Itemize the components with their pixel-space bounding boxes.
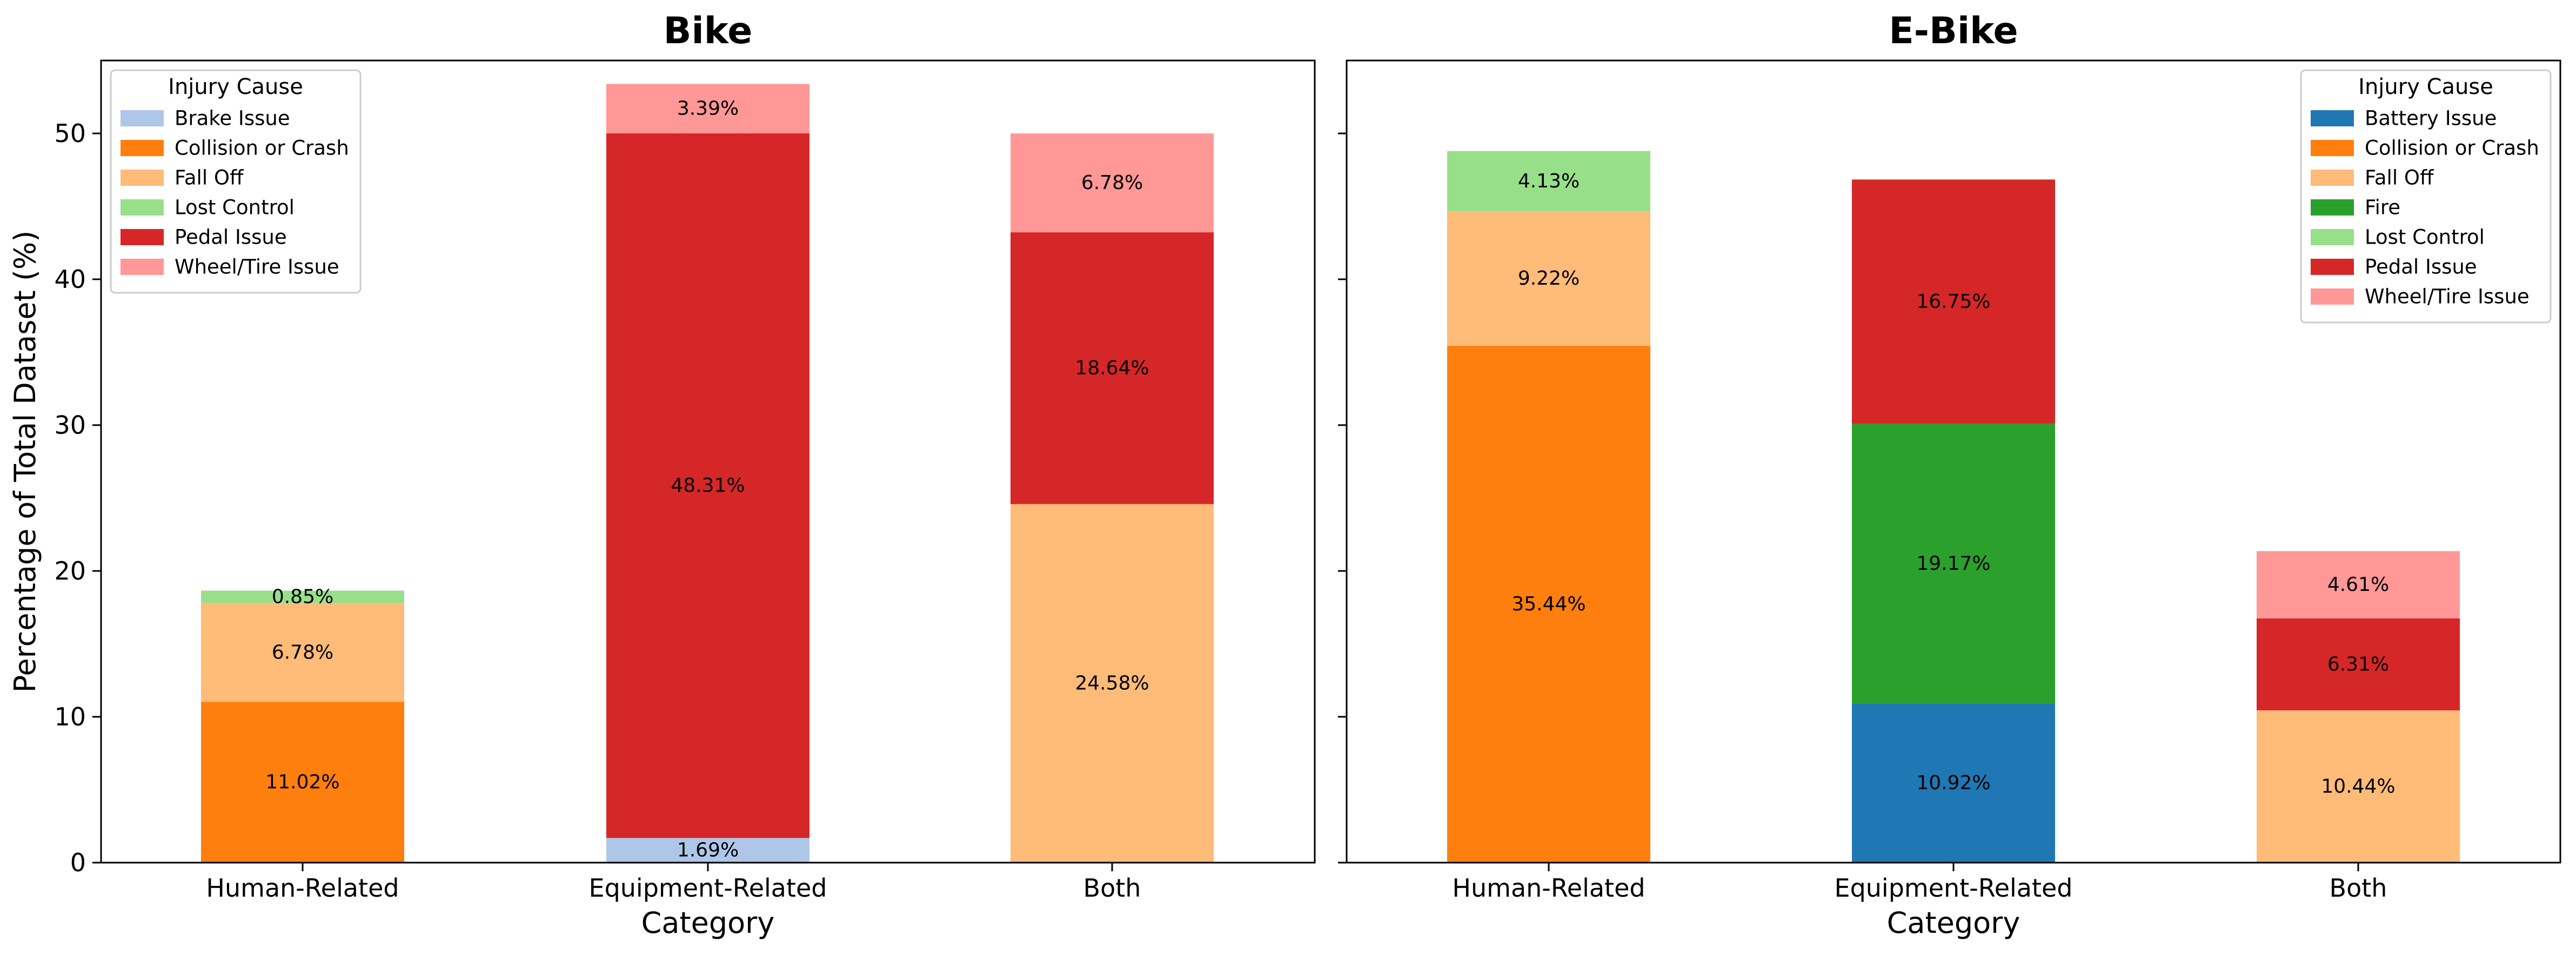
legend-swatch-fall-off	[121, 170, 164, 186]
bar-segment-human-related-lost-control	[201, 590, 404, 603]
data-label-both-wheel-tire-issue: 4.61%	[2327, 574, 2389, 596]
bar-segment-human-related-fall-off	[1447, 211, 1650, 346]
legend-swatch-pedal-issue	[2311, 259, 2354, 275]
legend-title: Injury Cause	[168, 75, 303, 99]
legend-label-fall-off: Fall Off	[2365, 166, 2434, 190]
data-label-human-related-lost-control: 0.85%	[272, 586, 333, 608]
legend-label-lost-control: Lost Control	[2365, 226, 2485, 249]
legend-label-wheel-tire-issue: Wheel/Tire Issue	[2365, 285, 2530, 308]
y-axis-label: Percentage of Total Dataset (%)	[8, 231, 42, 693]
x-tick-label-human-related: Human-Related	[1452, 873, 1645, 903]
bar-segment-equipment-related-pedal-issue	[1852, 179, 2055, 424]
legend-swatch-battery-issue	[2311, 110, 2354, 126]
legend-label-pedal-issue: Pedal Issue	[175, 226, 287, 249]
data-label-equipment-related-brake-issue: 1.69%	[677, 839, 739, 862]
chart-title: E-Bike	[1889, 10, 2018, 52]
data-label-both-fall-off: 24.58%	[1075, 672, 1149, 695]
y-tick-label: 10	[54, 702, 86, 731]
legend-label-fall-off: Fall Off	[175, 166, 244, 190]
data-label-both-pedal-issue: 6.31%	[2327, 653, 2389, 675]
bar-segment-both-pedal-issue	[2257, 618, 2460, 711]
data-label-human-related-collision-or-crash: 35.44%	[1511, 593, 1585, 615]
bar-segment-human-related-collision-or-crash	[201, 702, 404, 863]
legend-swatch-collision-or-crash	[2311, 140, 2354, 156]
data-label-equipment-related-pedal-issue: 48.31%	[671, 475, 745, 497]
bar-segment-human-related-fall-off	[201, 603, 404, 702]
legend-label-collision-or-crash: Collision or Crash	[2365, 137, 2539, 160]
x-tick-label-both: Both	[1083, 873, 1141, 903]
bar-segment-both-pedal-issue	[1011, 232, 1214, 505]
legend-label-collision-or-crash: Collision or Crash	[175, 137, 349, 160]
legend-title: Injury Cause	[2358, 75, 2493, 99]
legend-swatch-fire	[2311, 199, 2354, 216]
legend-label-lost-control: Lost Control	[175, 196, 295, 219]
data-label-human-related-collision-or-crash: 11.02%	[265, 771, 339, 793]
bar-segment-both-wheel-tire-issue	[1011, 133, 1214, 233]
legend: Injury Cause Brake Issue Collision or Cras…	[110, 69, 362, 294]
y-tick-label: 20	[54, 556, 86, 586]
data-label-human-related-fall-off: 9.22%	[1518, 267, 1580, 290]
legend-swatch-brake-issue	[121, 110, 164, 126]
data-label-human-related-lost-control: 4.13%	[1518, 170, 1580, 192]
legend-swatch-wheel-tire-issue	[121, 259, 164, 275]
x-axis-label: Category	[1887, 906, 2020, 940]
bar-segment-equipment-related-fire	[1852, 423, 2055, 704]
legend-swatch-fall-off	[2311, 170, 2354, 186]
legend-box	[2300, 69, 2552, 324]
y-tick-label: 0	[70, 848, 86, 877]
data-label-equipment-related-battery-issue: 10.92%	[1916, 772, 1990, 794]
bar-segment-equipment-related-brake-issue	[606, 838, 809, 863]
legend-swatch-collision-or-crash	[121, 140, 164, 156]
data-label-both-fall-off: 10.44%	[2321, 776, 2395, 798]
y-tick-label: 50	[54, 119, 86, 148]
bar-segment-human-related-collision-or-crash	[1447, 346, 1650, 863]
y-tick-label: 30	[54, 411, 86, 440]
legend-swatch-lost-control	[121, 199, 164, 216]
chart-title: Bike	[664, 10, 753, 52]
x-axis-label: Category	[641, 906, 775, 940]
legend-label-wheel-tire-issue: Wheel/Tire Issue	[175, 255, 339, 279]
data-label-both-wheel-tire-issue: 6.78%	[1081, 172, 1143, 194]
legend-swatch-wheel-tire-issue	[2311, 288, 2354, 305]
legend-label-brake-issue: Brake Issue	[175, 107, 290, 130]
bar-segment-both-wheel-tire-issue	[2257, 551, 2460, 618]
legend: Injury Cause Battery Issue Collision or Cr…	[2300, 69, 2552, 324]
x-tick-label-equipment-related: Equipment-Related	[1835, 873, 2073, 903]
chart-panel-e-bike: E-Bike 35.44% 9.22% 4.13% 10.92% 19.17% 16.75%…	[1338, 10, 2561, 940]
bar-segment-both-fall-off	[2257, 710, 2460, 863]
data-label-human-related-fall-off: 6.78%	[272, 641, 333, 663]
data-label-equipment-related-pedal-issue: 16.75%	[1916, 291, 1990, 313]
legend-label-battery-issue: Battery Issue	[2365, 107, 2497, 130]
x-tick-label-human-related: Human-Related	[206, 873, 399, 903]
legend-label-fire: Fire	[2365, 196, 2400, 219]
data-label-both-pedal-issue: 18.64%	[1075, 357, 1149, 379]
legend-swatch-lost-control	[2311, 229, 2354, 245]
legend-swatch-pedal-issue	[121, 229, 164, 245]
legend-label-pedal-issue: Pedal Issue	[2365, 255, 2477, 279]
x-tick-label-equipment-related: Equipment-Related	[589, 873, 827, 903]
y-tick-label: 40	[54, 265, 86, 294]
bar-segment-equipment-related-pedal-issue	[606, 133, 809, 838]
bar-segment-equipment-related-battery-issue	[1852, 703, 2055, 863]
data-label-equipment-related-wheel-tire-issue: 3.39%	[677, 98, 739, 120]
data-label-equipment-related-fire: 19.17%	[1916, 553, 1990, 575]
bar-segment-both-fall-off	[1011, 504, 1214, 863]
chart-panel-bike: Bike 11.02% 6.78% 0.85% 1.69% 48.31% 3.39% 24.5…	[8, 10, 1316, 940]
x-tick-label-both: Both	[2330, 873, 2387, 903]
bar-segment-human-related-lost-control	[1447, 151, 1650, 212]
bar-segment-equipment-related-wheel-tire-issue	[606, 84, 809, 133]
legend-box	[110, 69, 362, 294]
